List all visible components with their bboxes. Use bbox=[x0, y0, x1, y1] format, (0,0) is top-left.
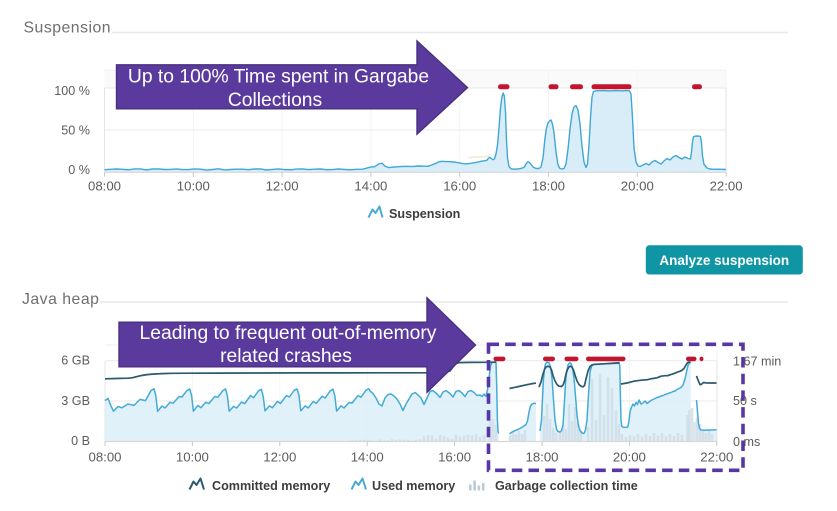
svg-text:22:00: 22:00 bbox=[700, 450, 733, 465]
svg-text:16:00: 16:00 bbox=[438, 450, 471, 465]
svg-text:50 %: 50 % bbox=[61, 124, 90, 138]
svg-text:Java heap: Java heap bbox=[22, 291, 99, 308]
svg-text:16:00: 16:00 bbox=[443, 179, 476, 194]
svg-text:20:00: 20:00 bbox=[613, 450, 646, 465]
svg-text:10:00: 10:00 bbox=[176, 450, 209, 465]
svg-text:08:00: 08:00 bbox=[88, 450, 121, 465]
svg-text:Analyze suspension: Analyze suspension bbox=[659, 253, 789, 268]
svg-text:0 B: 0 B bbox=[71, 434, 90, 448]
svg-text:Suspension: Suspension bbox=[24, 20, 112, 37]
svg-text:0 %: 0 % bbox=[68, 163, 90, 177]
svg-text:50 s: 50 s bbox=[733, 394, 757, 408]
svg-text:18:00: 18:00 bbox=[525, 450, 558, 465]
svg-text:Collections: Collections bbox=[228, 90, 322, 111]
svg-text:14:00: 14:00 bbox=[351, 450, 384, 465]
svg-text:Up to 100% Time spent in Garga: Up to 100% Time spent in Gargabe bbox=[128, 67, 429, 88]
svg-text:100 %: 100 % bbox=[54, 84, 90, 98]
svg-text:Leading to frequent out-of-mem: Leading to frequent out-of-memory bbox=[140, 323, 437, 344]
svg-text:3 GB: 3 GB bbox=[61, 394, 90, 408]
svg-text:22:00: 22:00 bbox=[710, 179, 743, 194]
svg-text:08:00: 08:00 bbox=[88, 179, 121, 194]
svg-text:18:00: 18:00 bbox=[532, 179, 565, 194]
svg-text:Committed memory: Committed memory bbox=[212, 479, 330, 493]
svg-text:Suspension: Suspension bbox=[389, 207, 460, 221]
svg-text:10:00: 10:00 bbox=[177, 179, 210, 194]
svg-text:Garbage collection time: Garbage collection time bbox=[495, 479, 638, 493]
svg-text:12:00: 12:00 bbox=[263, 450, 296, 465]
svg-text:6 GB: 6 GB bbox=[61, 354, 90, 368]
svg-text:Used memory: Used memory bbox=[372, 479, 455, 493]
svg-text:12:00: 12:00 bbox=[266, 179, 299, 194]
svg-text:0 ms: 0 ms bbox=[733, 435, 760, 449]
svg-text:14:00: 14:00 bbox=[354, 179, 387, 194]
svg-text:related crashes: related crashes bbox=[220, 346, 352, 367]
svg-text:1.67 min: 1.67 min bbox=[733, 355, 781, 369]
svg-text:20:00: 20:00 bbox=[621, 179, 654, 194]
